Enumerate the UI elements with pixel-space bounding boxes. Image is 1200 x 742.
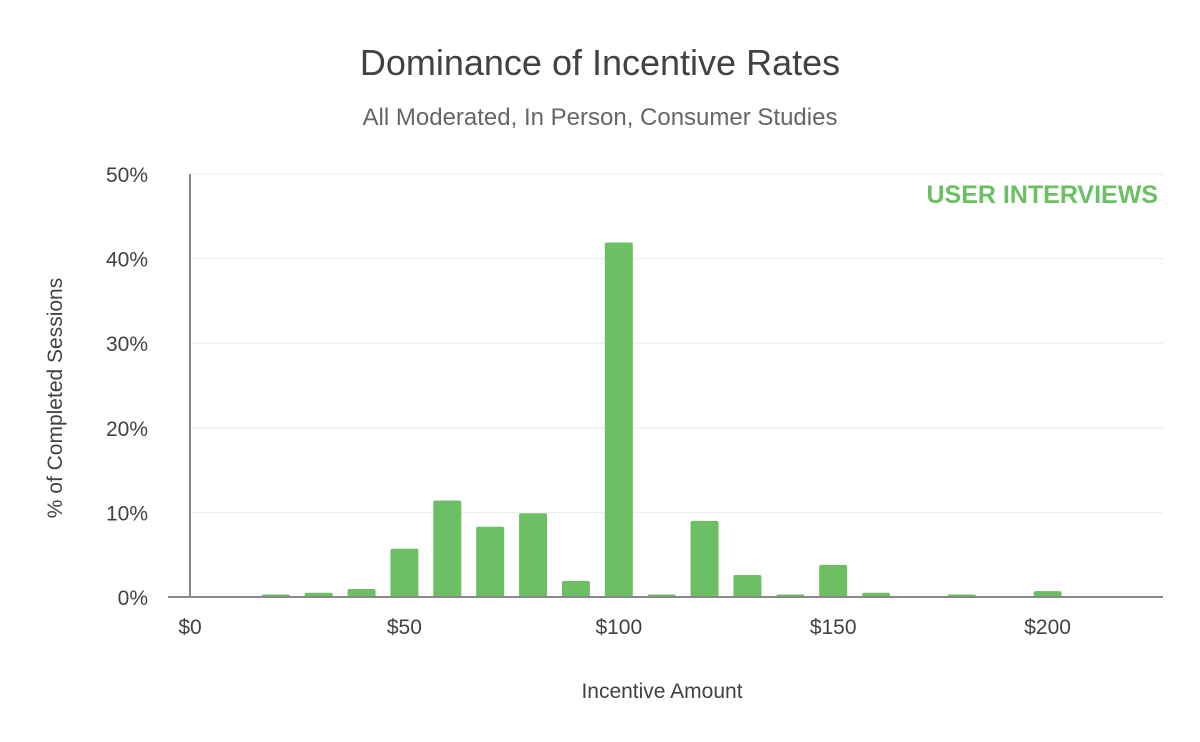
y-tick-label: 30%: [106, 333, 148, 356]
bar: [304, 592, 333, 597]
x-tick-label: $0: [178, 616, 201, 639]
x-tick-label: $100: [595, 616, 642, 639]
y-axis-label: % of Completed Sessions: [44, 278, 67, 518]
bar: [733, 575, 762, 597]
chart-subtitle: All Moderated, In Person, Consumer Studi…: [363, 104, 838, 131]
x-tick-label: $200: [1024, 616, 1071, 639]
bar: [476, 526, 505, 597]
bar: [347, 588, 376, 597]
bar: [1033, 591, 1062, 597]
bar: [690, 520, 719, 597]
bar: [433, 500, 462, 597]
bar: [519, 513, 548, 597]
chart-title: Dominance of Incentive Rates: [360, 42, 840, 83]
bar: [561, 580, 590, 597]
x-tick-label: $50: [387, 616, 422, 639]
watermark-logo: USER INTERVIEWS: [926, 181, 1158, 209]
y-tick-label: 20%: [106, 418, 148, 441]
bar: [819, 564, 848, 597]
y-tick-label: 50%: [106, 164, 148, 187]
bar: [862, 592, 891, 597]
x-axis-label: Incentive Amount: [581, 680, 742, 703]
y-tick-label: 40%: [106, 249, 148, 272]
x-tick-label: $150: [810, 616, 857, 639]
y-tick-label: 10%: [106, 502, 148, 525]
bar: [604, 242, 633, 597]
y-tick-label: 0%: [118, 587, 148, 610]
bar: [390, 548, 419, 597]
